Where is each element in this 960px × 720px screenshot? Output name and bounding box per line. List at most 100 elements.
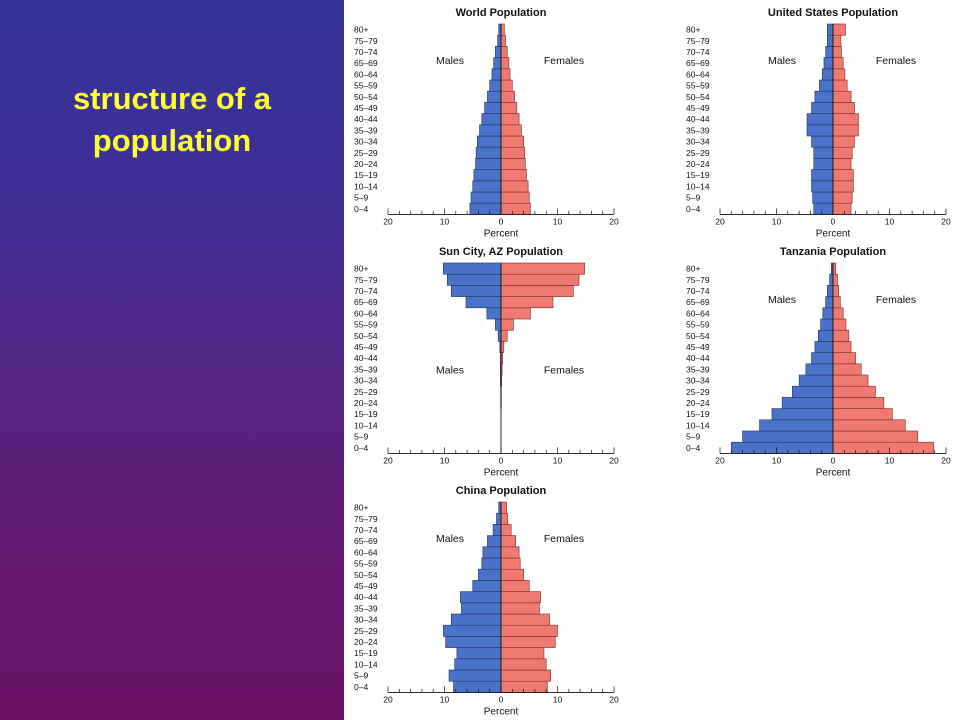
pyramid-svg: Sun City, AZ Population0–45–910–1415–192… [354, 246, 619, 477]
male-bar [470, 191, 502, 204]
female-bar [500, 580, 530, 592]
male-bar [492, 524, 502, 536]
age-label: 55–59 [354, 559, 378, 569]
male-bar [481, 557, 502, 570]
age-label: 75–79 [686, 275, 710, 285]
age-label: 50–54 [686, 92, 710, 102]
x-axis-label: Percent [816, 228, 851, 238]
age-label: 40–44 [686, 353, 710, 363]
female-bar [832, 202, 852, 215]
age-label: 35–39 [354, 364, 378, 374]
chart-title: Tanzania Population [780, 246, 886, 258]
age-label: 5–9 [354, 193, 368, 203]
chart-title: World Population [456, 7, 547, 19]
age-label: 5–9 [354, 671, 368, 681]
female-bar [500, 602, 540, 615]
x-tick-label: 0 [831, 216, 836, 226]
age-label: 40–44 [354, 592, 378, 602]
male-bar [443, 262, 502, 275]
male-bar [465, 296, 502, 309]
male-bar [472, 580, 502, 592]
male-bar [472, 180, 502, 193]
slide-title: structure of a population [72, 81, 272, 158]
age-label: 0–4 [686, 443, 700, 453]
male-bar [827, 23, 834, 36]
male-bar [487, 90, 502, 103]
female-bar [500, 658, 547, 671]
female-bar [832, 113, 859, 126]
male-bar [481, 113, 502, 126]
male-bar [806, 124, 834, 137]
female-bar [832, 419, 906, 432]
pyramid-svg: Tanzania Population 0–45–9 10–1415–1920–24… [686, 246, 951, 477]
x-axis-label: Percent [484, 706, 519, 716]
male-bar [812, 191, 834, 204]
male-bar [827, 34, 834, 47]
female-bar [500, 191, 530, 204]
age-label: 20–24 [354, 637, 378, 647]
age-label: 40–44 [686, 114, 710, 124]
female-bar [832, 318, 847, 331]
age-label: 35–39 [354, 603, 378, 613]
male-bar [792, 385, 834, 398]
female-bar [500, 546, 520, 559]
age-label: 30–34 [686, 137, 710, 147]
male-bar [495, 46, 502, 58]
female-bar [500, 669, 552, 682]
age-label: 75–79 [686, 36, 710, 46]
age-label: 80+ [354, 25, 368, 35]
female-bar [832, 102, 855, 114]
age-label: 80+ [354, 264, 368, 274]
female-bar [832, 180, 854, 193]
male-bar [814, 90, 834, 103]
female-bar [832, 169, 854, 182]
male-bar [759, 419, 834, 432]
age-label: 25–29 [354, 626, 378, 636]
female-bar [500, 512, 509, 525]
female-bar [832, 68, 846, 81]
male-bar [818, 329, 834, 342]
age-label: 60–64 [354, 308, 378, 318]
pyramid-sun-city: Sun City, AZ Population 0–4 5–9 10–14 15–19 2… [352, 241, 622, 477]
legend-females: Females [876, 294, 916, 306]
male-bar [450, 285, 502, 297]
male-bar [495, 318, 502, 331]
female-bar [832, 352, 856, 365]
age-label: 55–59 [354, 320, 378, 330]
male-bar [487, 535, 502, 548]
male-bar [811, 169, 834, 182]
male-bar [771, 408, 834, 421]
pyramid-china: China Population 0–4 5–9 10–14 15–19 20–24 25–… [352, 480, 622, 716]
age-label: 75–79 [354, 275, 378, 285]
x-tick-label: 10 [553, 216, 563, 226]
female-bar [500, 79, 513, 92]
x-axis-label: Percent [484, 467, 519, 477]
male-bar [820, 318, 834, 331]
male-bar [798, 374, 834, 387]
age-label: 15–19 [354, 648, 378, 658]
age-label: 25–29 [354, 148, 378, 158]
female-bar [500, 568, 524, 581]
male-bar [811, 180, 834, 193]
female-bar [500, 158, 526, 170]
age-label: 80+ [686, 264, 700, 274]
male-bar [805, 363, 834, 376]
male-bar [454, 658, 502, 671]
female-bar [500, 296, 554, 309]
female-bar [500, 23, 505, 36]
age-label: 65–69 [686, 297, 710, 307]
x-tick-label: 20 [715, 455, 725, 465]
age-label: 5–9 [686, 432, 700, 442]
male-bar [821, 68, 834, 81]
male-bar [469, 202, 502, 215]
age-label: 50–54 [354, 331, 378, 341]
male-bar [475, 146, 502, 159]
male-bar [491, 68, 502, 81]
age-label: 60–64 [686, 69, 710, 79]
age-label: 10–14 [354, 181, 378, 191]
age-label: 10–14 [354, 420, 378, 430]
age-label: 15–19 [686, 409, 710, 419]
x-axis-label: Percent [484, 228, 519, 238]
age-label: 70–74 [354, 47, 378, 57]
age-label: 10–14 [686, 420, 710, 430]
